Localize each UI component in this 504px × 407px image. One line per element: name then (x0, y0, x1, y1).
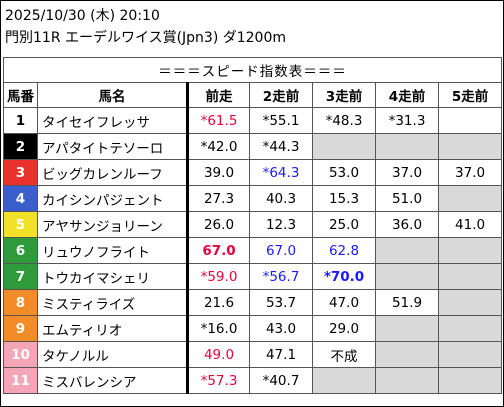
horse-name: ミスバレンシア (37, 367, 189, 394)
speed-index-cell: *40.7 (249, 367, 313, 394)
column-header-5: 4走前 (375, 82, 439, 108)
horse-number-badge: 4 (3, 185, 38, 212)
speed-index-cell: *70.0 (312, 263, 376, 290)
speed-index-cell: 27.3 (187, 185, 250, 212)
table-row: 11 ミスバレンシア *57.3 *40.7 (3, 367, 503, 394)
horse-number-badge: 10 (3, 341, 38, 368)
table-row: 7 トウカイマシェリ *59.0 *56.7 *70.0 (3, 263, 503, 290)
horse-number-badge: 7 (3, 263, 38, 290)
speed-index-cell: 40.3 (249, 185, 313, 212)
table-row: 3 ビッグカレンルーフ 39.0 *64.3 53.0 37.0 37.0 (3, 159, 503, 186)
speed-index-cell (437, 263, 503, 290)
column-header-4: 3走前 (312, 82, 376, 108)
column-header-6: 5走前 (437, 82, 503, 108)
speed-index-cell: 39.0 (187, 159, 250, 186)
speed-index-cell: 26.0 (187, 211, 250, 238)
speed-index-cell: 37.0 (375, 159, 439, 186)
speed-index-cell (437, 367, 503, 394)
speed-index-cell: *48.3 (312, 107, 376, 134)
speed-index-cell: 51.9 (375, 289, 439, 316)
table-row: 9 エムティリオ *16.0 43.0 29.0 (3, 315, 503, 342)
speed-index-cell: *44.3 (249, 133, 313, 160)
speed-index-cell: 43.0 (249, 315, 313, 342)
speed-index-cell: 41.0 (437, 211, 503, 238)
speed-index-cell: 12.3 (249, 211, 313, 238)
horse-number-badge: 11 (3, 367, 38, 394)
horse-number-badge: 3 (3, 159, 38, 186)
speed-index-cell: *59.0 (187, 263, 250, 290)
horse-number-badge: 8 (3, 289, 38, 316)
race-title: 門別11R エーデルワイス賞(Jpn3) ダ1200m (5, 30, 287, 46)
speed-index-cell: *31.3 (375, 107, 439, 134)
speed-index-cell (437, 133, 503, 160)
speed-index-cell: 29.0 (312, 315, 376, 342)
speed-index-cell: 47.0 (312, 289, 376, 316)
speed-index-cell: 67.0 (249, 237, 313, 264)
speed-index-cell: 15.3 (312, 185, 376, 212)
horse-name: エムティリオ (37, 315, 189, 342)
speed-index-cell: 49.0 (187, 341, 250, 368)
horse-name: タイセイフレッサ (37, 107, 189, 134)
horse-number-badge: 6 (3, 237, 38, 264)
speed-index-cell: 67.0 (187, 237, 250, 264)
horse-name: カイシンパジェント (37, 185, 189, 212)
speed-index-cell (437, 289, 503, 316)
speed-index-cell: 53.7 (249, 289, 313, 316)
column-header-2: 前走 (187, 82, 250, 108)
speed-index-cell (375, 341, 439, 368)
speed-index-cell (375, 237, 439, 264)
speed-index-cell: 21.6 (187, 289, 250, 316)
table-row: 4 カイシンパジェント 27.3 40.3 15.3 51.0 (3, 185, 503, 212)
horse-name: トウカイマシェリ (37, 263, 189, 290)
horse-number-badge: 1 (3, 107, 38, 134)
speed-index-cell (437, 185, 503, 212)
speed-index-cell: *61.5 (187, 107, 250, 134)
speed-index-cell: *42.0 (187, 133, 250, 160)
speed-index-cell: 不成 (312, 341, 376, 368)
speed-index-cell: 51.0 (375, 185, 439, 212)
speed-index-cell (437, 341, 503, 368)
speed-index-cell (437, 107, 503, 134)
speed-index-cell: 25.0 (312, 211, 376, 238)
horse-name: ビッグカレンルーフ (37, 159, 189, 186)
speed-index-cell: *16.0 (187, 315, 250, 342)
table-row: 10 タケノルル 49.0 47.1 不成 (3, 341, 503, 368)
speed-index-cell: 36.0 (375, 211, 439, 238)
horse-number-badge: 2 (3, 133, 38, 160)
speed-index-cell: 62.8 (312, 237, 376, 264)
horse-name: アヤサンジョリーン (37, 211, 189, 238)
speed-index-cell (375, 263, 439, 290)
table-row: 1 タイセイフレッサ *61.5 *55.1 *48.3 *31.3 (3, 107, 503, 134)
column-header-1: 馬名 (37, 82, 189, 108)
column-header-3: 2走前 (249, 82, 313, 108)
speed-index-cell (437, 315, 503, 342)
table-row: 6 リュウノフライト 67.0 67.0 62.8 (3, 237, 503, 264)
speed-index-cell (375, 133, 439, 160)
speed-index-cell: 37.0 (437, 159, 503, 186)
speed-index-cell: *57.3 (187, 367, 250, 394)
speed-index-cell (437, 237, 503, 264)
horse-name: ミスティライズ (37, 289, 189, 316)
horse-name: アパタイトテソーロ (37, 133, 189, 160)
speed-index-cell: *55.1 (249, 107, 313, 134)
speed-index-cell: 47.1 (249, 341, 313, 368)
race-datetime: 2025/10/30 (木) 20:10 (5, 8, 160, 24)
horse-number-badge: 9 (3, 315, 38, 342)
speed-index-cell (375, 367, 439, 394)
speed-index-cell (312, 367, 376, 394)
table-row: 5 アヤサンジョリーン 26.0 12.3 25.0 36.0 41.0 (3, 211, 503, 238)
speed-index-cell: *56.7 (249, 263, 313, 290)
speed-index-cell: 53.0 (312, 159, 376, 186)
horse-name: リュウノフライト (37, 237, 189, 264)
table-row: 8 ミスティライズ 21.6 53.7 47.0 51.9 (3, 289, 503, 316)
speed-index-cell (312, 133, 376, 160)
table-title: ＝＝＝スピード指数表＝＝＝ (2, 57, 503, 83)
speed-index-table: ＝＝＝スピード指数表＝＝＝ 馬番 馬名 前走 2走前 3走前 4走前 5走前 1 タイセイフレ… (2, 57, 503, 394)
speed-index-cell (375, 315, 439, 342)
table-row: 2 アパタイトテソーロ *42.0 *44.3 (3, 133, 503, 160)
horse-number-badge: 5 (3, 211, 38, 238)
column-header-0: 馬番 (3, 82, 38, 108)
horse-name: タケノルル (37, 341, 189, 368)
speed-index-cell: *64.3 (249, 159, 313, 186)
